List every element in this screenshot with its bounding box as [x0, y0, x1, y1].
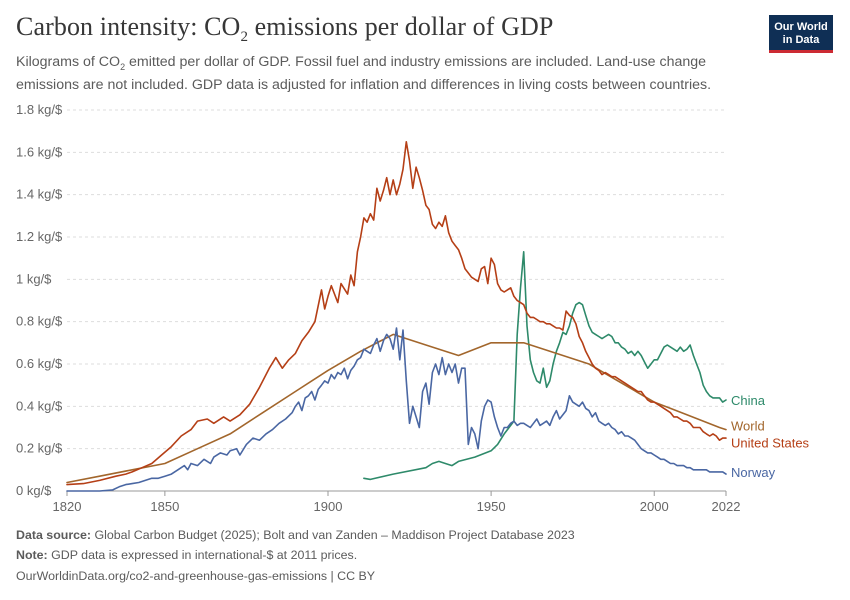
line-chart: 0 kg/$ 0.2 kg/$ 0.4 kg/$ 0.6 kg/$ 0.8 kg/$ 1 … [16, 102, 810, 514]
series-line-united-states [66, 141, 727, 486]
series-label-norway: Norway [731, 465, 776, 480]
x-tick-label: 1900 [314, 499, 343, 514]
y-tick-label: 1 kg/$ [16, 271, 52, 286]
x-tick-label: 2022 [712, 499, 741, 514]
series-line-norway [66, 327, 727, 492]
series-line-china [363, 251, 727, 481]
y-tick-label: 0.4 kg/$ [16, 398, 63, 413]
logo-line-1: Our World [774, 21, 828, 33]
logo-line-2: in Data [782, 33, 820, 46]
source-url[interactable]: OurWorldinData.org/co2-and-greenhouse-ga… [16, 569, 376, 583]
y-tick-label: 1.8 kg/$ [16, 102, 63, 117]
y-tick-label: 0.2 kg/$ [16, 441, 63, 456]
y-tick-label: 0.6 kg/$ [16, 356, 63, 371]
y-tick-label: 1.6 kg/$ [16, 144, 63, 159]
data-note: Note: GDP data is expressed in internati… [16, 548, 358, 562]
series-label-united-states: United States [731, 435, 810, 450]
chart-subtitle: Kilograms of CO2 emitted per dollar of G… [16, 54, 712, 93]
y-tick-label: 0 kg/$ [16, 483, 52, 498]
chart-title: Carbon intensity: CO2 emissions per doll… [16, 12, 554, 46]
series-label-china: China [731, 393, 766, 408]
x-tick-label: 2000 [640, 499, 669, 514]
series-label-world: World [731, 418, 765, 433]
series-line-world [66, 333, 727, 484]
y-tick-label: 1.2 kg/$ [16, 229, 63, 244]
x-tick-label: 1820 [53, 499, 82, 514]
x-tick-label: 1850 [150, 499, 179, 514]
owid-logo[interactable]: Our World in Data [769, 15, 833, 53]
y-tick-label: 1.4 kg/$ [16, 187, 63, 202]
data-source: Data source: Global Carbon Budget (2025)… [16, 528, 575, 542]
x-tick-label: 1950 [477, 499, 506, 514]
y-tick-label: 0.8 kg/$ [16, 314, 63, 329]
